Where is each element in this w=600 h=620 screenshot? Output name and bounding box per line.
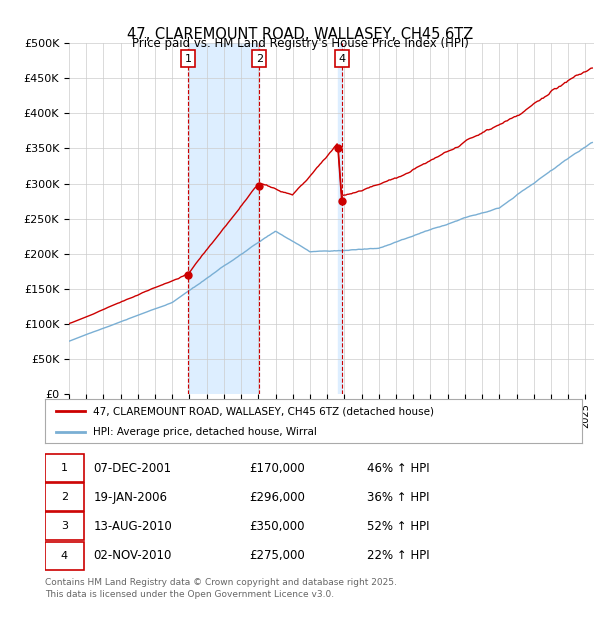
- Text: 2: 2: [256, 54, 263, 64]
- Text: 3: 3: [61, 521, 68, 531]
- Text: 13-AUG-2010: 13-AUG-2010: [94, 520, 172, 533]
- FancyBboxPatch shape: [45, 542, 83, 570]
- Text: 07-DEC-2001: 07-DEC-2001: [94, 461, 172, 474]
- Text: £170,000: £170,000: [249, 461, 305, 474]
- Text: 52% ↑ HPI: 52% ↑ HPI: [367, 520, 430, 533]
- Text: £350,000: £350,000: [249, 520, 305, 533]
- Text: Price paid vs. HM Land Registry's House Price Index (HPI): Price paid vs. HM Land Registry's House …: [131, 37, 469, 50]
- Text: £275,000: £275,000: [249, 549, 305, 562]
- Bar: [188, 43, 259, 394]
- FancyBboxPatch shape: [45, 483, 83, 512]
- Text: 4: 4: [338, 54, 345, 64]
- Text: 1: 1: [61, 463, 68, 473]
- Text: 36% ↑ HPI: 36% ↑ HPI: [367, 491, 430, 503]
- Text: 19-JAN-2006: 19-JAN-2006: [94, 491, 167, 503]
- Text: 22% ↑ HPI: 22% ↑ HPI: [367, 549, 430, 562]
- Text: £296,000: £296,000: [249, 491, 305, 503]
- Text: Contains HM Land Registry data © Crown copyright and database right 2025.
This d: Contains HM Land Registry data © Crown c…: [45, 578, 397, 600]
- Text: 02-NOV-2010: 02-NOV-2010: [94, 549, 172, 562]
- FancyBboxPatch shape: [45, 513, 83, 541]
- FancyBboxPatch shape: [45, 454, 83, 482]
- Text: 1: 1: [185, 54, 192, 64]
- Text: 46% ↑ HPI: 46% ↑ HPI: [367, 461, 430, 474]
- Text: 4: 4: [61, 551, 68, 560]
- Text: 2: 2: [61, 492, 68, 502]
- Text: HPI: Average price, detached house, Wirral: HPI: Average price, detached house, Wirr…: [94, 427, 317, 437]
- Bar: [338, 43, 341, 394]
- Text: 47, CLAREMOUNT ROAD, WALLASEY, CH45 6TZ: 47, CLAREMOUNT ROAD, WALLASEY, CH45 6TZ: [127, 27, 473, 42]
- Text: 47, CLAREMOUNT ROAD, WALLASEY, CH45 6TZ (detached house): 47, CLAREMOUNT ROAD, WALLASEY, CH45 6TZ …: [94, 406, 434, 416]
